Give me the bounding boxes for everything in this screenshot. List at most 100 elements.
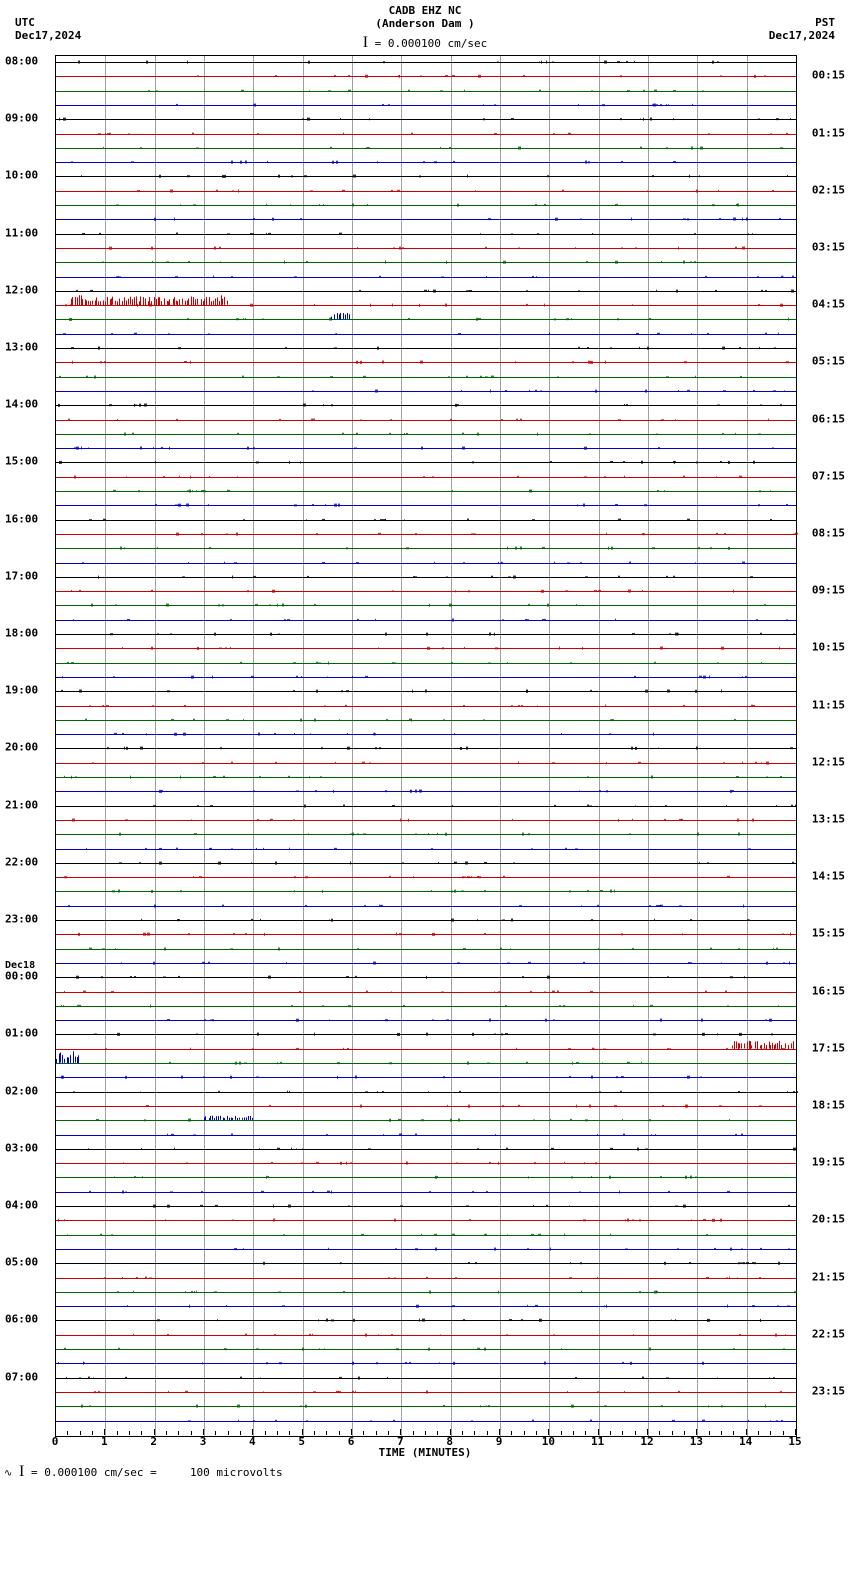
trace-noise	[708, 133, 710, 134]
trace-noise	[590, 690, 593, 692]
trace-baseline	[56, 791, 796, 792]
trace-baseline	[56, 1320, 796, 1321]
seismic-event	[211, 302, 212, 306]
xtick-minor	[770, 1431, 771, 1435]
trace-noise	[507, 547, 508, 550]
utc-hour-label: 04:00	[5, 1199, 38, 1212]
trace-noise	[699, 176, 700, 177]
trace-noise	[584, 1162, 585, 1164]
trace-noise	[183, 733, 186, 736]
trace-noise	[61, 1005, 62, 1007]
trace-noise	[214, 246, 216, 249]
trace-noise	[714, 1248, 717, 1250]
trace-noise	[546, 1205, 548, 1207]
trace-noise	[355, 1076, 357, 1079]
xtick-label: 14	[739, 1435, 752, 1448]
trace-noise	[736, 204, 737, 206]
trace-noise	[770, 519, 772, 521]
trace-row	[56, 1185, 796, 1199]
trace-noise	[126, 476, 127, 477]
trace-noise	[544, 1362, 546, 1365]
trace-noise	[305, 876, 308, 877]
trace-noise	[314, 604, 315, 606]
trace-noise	[266, 204, 268, 206]
trace-baseline	[56, 920, 796, 921]
trace-noise	[491, 575, 493, 578]
xtick-minor	[240, 1431, 241, 1435]
trace-noise	[119, 862, 121, 863]
trace-row	[56, 1256, 796, 1270]
trace-noise	[159, 175, 161, 177]
trace-noise	[559, 647, 560, 650]
trace-row	[56, 913, 796, 927]
trace-noise	[194, 833, 197, 835]
seismic-event	[334, 314, 335, 319]
trace-noise	[306, 261, 308, 263]
trace-noise	[79, 1005, 81, 1007]
trace-noise	[300, 218, 302, 220]
trace-noise	[498, 561, 500, 563]
trace-noise	[186, 1163, 188, 1164]
trace-noise	[585, 1120, 588, 1121]
trace-row	[56, 970, 796, 984]
trace-noise	[293, 662, 296, 664]
trace-noise	[454, 862, 457, 865]
trace-noise	[128, 133, 130, 134]
trace-noise	[455, 404, 458, 406]
trace-noise	[587, 890, 589, 892]
trace-noise	[455, 590, 456, 591]
trace-noise	[88, 448, 90, 449]
trace-noise	[721, 647, 724, 650]
trace-noise	[377, 1091, 378, 1093]
trace-noise	[585, 576, 587, 577]
seismic-event	[73, 1052, 74, 1063]
trace-noise	[649, 1348, 651, 1351]
trace-noise	[780, 304, 783, 307]
trace-noise	[578, 104, 580, 106]
trace-noise	[446, 261, 447, 264]
trace-baseline	[56, 91, 796, 92]
trace-baseline	[56, 1149, 796, 1150]
trace-noise	[764, 604, 766, 606]
trace-noise	[72, 818, 75, 821]
trace-noise	[758, 433, 761, 434]
seismic-event	[212, 1115, 213, 1120]
trace-noise	[368, 1148, 371, 1149]
trace-noise	[102, 948, 104, 949]
xtick-minor	[166, 1431, 167, 1435]
trace-noise	[721, 1406, 723, 1407]
trace-noise	[145, 1276, 147, 1279]
trace-noise	[226, 719, 229, 721]
trace-noise	[729, 1119, 730, 1121]
trace-noise	[167, 690, 170, 691]
xtick-minor	[277, 1431, 278, 1435]
trace-noise	[776, 118, 779, 120]
trace-noise	[671, 1320, 672, 1321]
trace-noise	[580, 1262, 582, 1264]
trace-noise	[700, 1077, 702, 1078]
pst-hour-label: 10:15	[812, 641, 845, 654]
trace-noise	[240, 1376, 242, 1379]
trace-noise	[222, 175, 224, 177]
trace-noise	[109, 247, 112, 250]
trace-baseline	[56, 162, 796, 163]
trace-noise	[289, 847, 291, 850]
trace-noise	[652, 176, 654, 178]
trace-noise	[742, 246, 745, 249]
trace-noise	[348, 1205, 350, 1206]
trace-noise	[527, 1305, 528, 1307]
trace-noise	[392, 590, 394, 591]
trace-noise	[419, 790, 421, 793]
trace-noise	[635, 247, 637, 248]
trace-noise	[511, 919, 513, 922]
trace-noise	[609, 733, 611, 734]
trace-baseline	[56, 763, 796, 764]
trace-noise	[529, 390, 531, 392]
trace-noise	[392, 805, 395, 807]
trace-noise	[446, 576, 448, 577]
trace-noise	[176, 104, 178, 106]
trace-noise	[144, 404, 147, 407]
seismic-event	[791, 1044, 792, 1049]
trace-noise	[391, 991, 392, 992]
trace-noise	[402, 862, 405, 863]
